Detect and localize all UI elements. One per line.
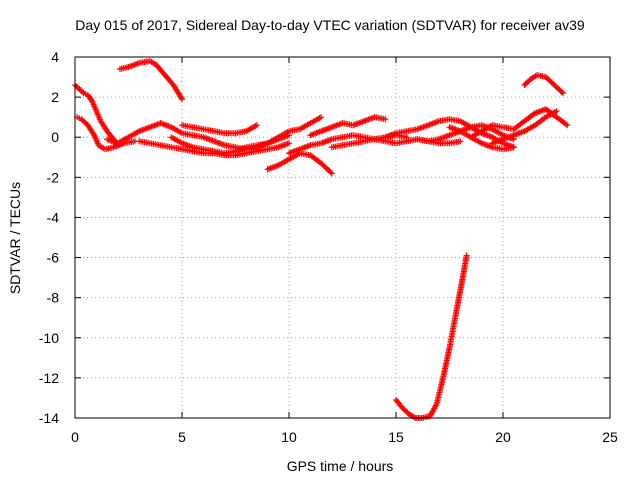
- x-tick-label: 10: [281, 429, 297, 445]
- x-axis-label: GPS time / hours: [287, 458, 394, 474]
- y-tick-label: -4: [47, 209, 60, 225]
- x-tick-label: 20: [495, 429, 511, 445]
- y-tick-label: 4: [51, 49, 59, 65]
- data-point: [328, 170, 335, 177]
- data-point: [253, 122, 260, 129]
- data-point: [510, 144, 517, 151]
- data-point: [457, 138, 464, 145]
- data-point: [562, 121, 569, 128]
- data-point: [382, 116, 389, 123]
- chart-title: Day 015 of 2017, Sidereal Day-to-day VTE…: [75, 17, 585, 33]
- x-tick-label: 0: [71, 429, 79, 445]
- y-axis-label: SDTVAR / TECUs: [7, 182, 23, 294]
- data-point: [179, 96, 185, 103]
- data-point: [318, 114, 325, 121]
- data-point: [327, 169, 334, 176]
- data-points: [72, 58, 571, 421]
- y-tick-label: 0: [51, 129, 59, 145]
- data-point: [553, 108, 560, 115]
- axis-ticks: 0 5 10 15 20 25 -14 -12 -10 -8 -6 -4 -2 0 2 4: [39, 49, 618, 445]
- x-tick-label: 5: [178, 429, 186, 445]
- y-tick-label: -10: [39, 330, 59, 346]
- x-tick-label: 25: [602, 429, 618, 445]
- data-point: [463, 252, 470, 259]
- y-tick-label: -2: [47, 169, 60, 185]
- y-tick-label: -12: [39, 370, 59, 386]
- data-point: [286, 140, 292, 147]
- grid: [75, 57, 610, 418]
- y-tick-label: -6: [47, 250, 60, 266]
- y-tick-label: -14: [39, 410, 59, 426]
- x-tick-label: 15: [388, 429, 404, 445]
- data-point: [564, 122, 571, 129]
- plot-frame: [74, 56, 611, 419]
- y-tick-label: -8: [47, 290, 60, 306]
- data-point: [558, 88, 565, 95]
- data-point: [559, 90, 566, 97]
- y-tick-label: 2: [51, 89, 59, 105]
